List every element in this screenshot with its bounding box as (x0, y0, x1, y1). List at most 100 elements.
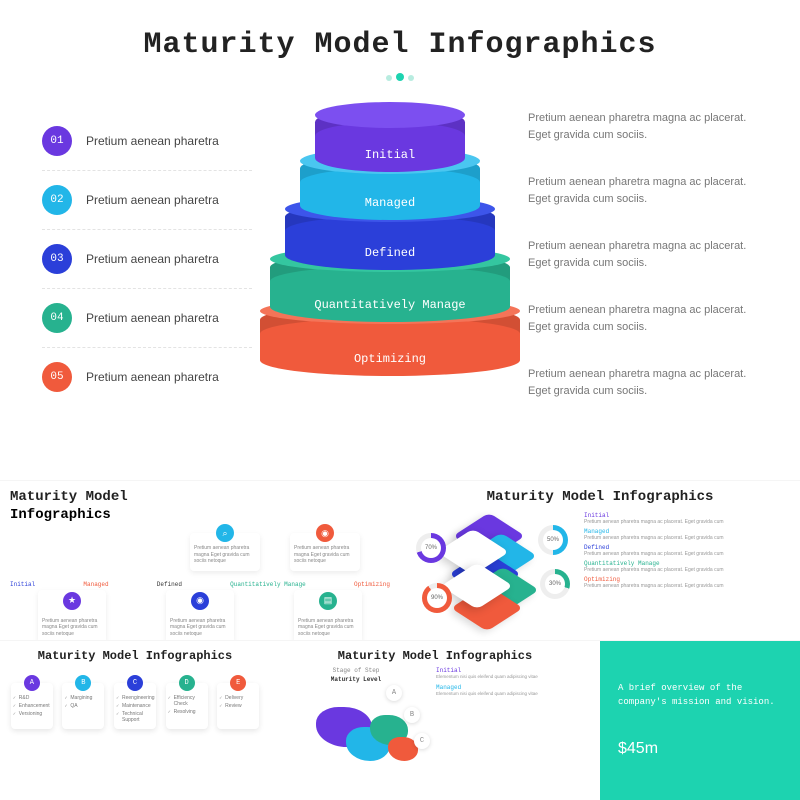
stack-layer-label: Quantitatively Manage (314, 298, 465, 312)
stage-name: Defined (584, 544, 792, 551)
description-text: Pretium aenean pharetra magna ac placera… (528, 174, 758, 208)
stage-label: Defined (157, 581, 182, 588)
col-item: Efficiency Check (168, 695, 206, 707)
col-item: Delivery (219, 695, 257, 701)
step-desc: Elementum nisi quis eleifend quam adipis… (436, 691, 594, 697)
thumbnail-columns: Maturity Model Infographics A R&D Enhancem… (0, 640, 270, 800)
column-badge: C (127, 675, 143, 691)
stage-label: Quantitatively Manage (230, 581, 306, 588)
thumbnail-row: Maturity Model Infographics ⌕ Pretium ae… (0, 480, 800, 800)
main-slide: Maturity Model Infographics 01 Pretium a… (0, 0, 800, 480)
doc-icon: ▤ (319, 592, 337, 610)
column-card: DEfficiency CheckResolving (166, 683, 208, 729)
columns: AR&DEnhancementVersioningBMarginingQACRe… (0, 679, 270, 733)
col-item: Technical Support (116, 711, 154, 723)
column-card: EDeliveryReview (217, 683, 259, 729)
step-label: Pretium aenean pharetra (86, 193, 219, 207)
column-badge: B (75, 675, 91, 691)
step-label: Pretium aenean pharetra (86, 134, 219, 148)
progress-ring: 50% (538, 525, 568, 555)
step-number-badge: 01 (42, 126, 72, 156)
description-text: Pretium aenean pharetra magna ac placera… (528, 302, 758, 336)
thumbnail-steps: Maturity Model Infographics Stage of Ste… (270, 640, 600, 800)
step-number-badge: 02 (42, 185, 72, 215)
maturity-level-label: Maturity Level (276, 676, 436, 683)
globe-icon: ◉ (316, 524, 334, 542)
stack-layer-label: Managed (365, 196, 415, 210)
step-name: Managed (436, 684, 594, 691)
mission-text: A brief overview of the company's missio… (618, 681, 782, 710)
col-item: Reengineering (116, 695, 154, 701)
cylinder-stack: Initial Managed Defined Quantitatively M… (260, 108, 520, 376)
col-item: R&D (13, 695, 51, 701)
step-label: Pretium aenean pharetra (86, 311, 219, 325)
step-list: InitialElementum nisi quis eleifend quam… (436, 667, 594, 777)
column-card: AR&DEnhancementVersioning (11, 683, 53, 729)
card-text: Pretium aenean pharetra magna Eget gravi… (42, 618, 102, 638)
stage-name: Initial (584, 512, 792, 519)
info-card: ⌕ Pretium aenean pharetra magna Eget gra… (190, 533, 260, 571)
stage-label: Managed (83, 581, 108, 588)
step-label: Pretium aenean pharetra (86, 370, 219, 384)
description-text: Pretium aenean pharetra magna ac placera… (528, 110, 758, 144)
col-item: Versioning (13, 711, 51, 717)
col-item: QA (64, 703, 102, 709)
step-circle: A (386, 685, 402, 701)
page-title: Maturity Model Infographics (10, 28, 790, 62)
column-badge: E (230, 675, 246, 691)
step-circle: B (404, 707, 420, 723)
thumb-body: Stage of Step Maturity Level ABC Initial… (270, 665, 600, 779)
stage-name: Quantitatively Manage (584, 560, 792, 567)
info-card: ◉ Pretium aenean pharetra magna Eget gra… (290, 533, 360, 571)
step-number-badge: 04 (42, 303, 72, 333)
list-item: 02 Pretium aenean pharetra (42, 171, 252, 230)
figure-value: $45m (618, 740, 782, 758)
top-card-row: ⌕ Pretium aenean pharetra magna Eget gra… (0, 533, 400, 571)
thumbnail-title: Maturity Model Infographics (270, 641, 600, 665)
stage-of-step-label: Stage of Step (276, 667, 436, 674)
list-item: 01 Pretium aenean pharetra (42, 112, 252, 171)
column-card: CReengineeringMaintenanceTechnical Suppo… (114, 683, 156, 729)
progress-ring: 70% (416, 533, 446, 563)
stack-layer-label: Initial (365, 148, 415, 162)
globe-icon: ◉ (191, 592, 209, 610)
description-text: Pretium aenean pharetra magna ac placera… (528, 238, 758, 272)
description-list: Pretium aenean pharetra magna ac placera… (528, 110, 758, 430)
stage-labels: Initial Managed Defined Quantitatively M… (0, 581, 400, 588)
info-card: ▤ Pretium aenean pharetra magna Eget gra… (294, 590, 362, 641)
blob-diagram: Stage of Step Maturity Level ABC (276, 667, 436, 777)
star-icon: ★ (63, 592, 81, 610)
info-card: ◉ Pretium aenean pharetra magna Eget gra… (166, 590, 234, 641)
numbered-list: 01 Pretium aenean pharetra 02 Pretium ae… (42, 112, 252, 406)
card-text: Pretium aenean pharetra magna Eget gravi… (170, 618, 230, 638)
step-number-badge: 05 (42, 362, 72, 392)
stage-desc: Pretium aenean pharetra magna ac placera… (584, 535, 792, 541)
list-item: 03 Pretium aenean pharetra (42, 230, 252, 289)
col-item: Margining (64, 695, 102, 701)
progress-ring: 90% (422, 583, 452, 613)
stage-list: Initial Pretium aenean pharetra magna ac … (578, 509, 792, 629)
list-item: 04 Pretium aenean pharetra (42, 289, 252, 348)
column-badge: D (179, 675, 195, 691)
thumbnail-process: Maturity Model Infographics ⌕ Pretium ae… (0, 480, 400, 640)
thumbnail-subtitle: Infographics (0, 507, 400, 523)
stage-label: Initial (10, 581, 35, 588)
main-content: 01 Pretium aenean pharetra 02 Pretium ae… (10, 108, 790, 430)
stage-name: Managed (584, 528, 792, 535)
step-name: Initial (436, 667, 594, 674)
col-item: Resolving (168, 709, 206, 715)
thumbnail-title: Maturity Model Infographics (0, 641, 270, 665)
step-desc: Elementum nisi quis eleifend quam adipis… (436, 674, 594, 680)
column-badge: A (24, 675, 40, 691)
thumbnail-title: Maturity Model Infographics (400, 481, 800, 507)
thumbnail-isometric: Maturity Model Infographics 70%50%30%90%… (400, 480, 800, 640)
card-text: Pretium aenean pharetra magna Eget gravi… (194, 545, 256, 565)
step-label: Pretium aenean pharetra (86, 252, 219, 266)
stage-name: Optimizing (584, 576, 792, 583)
search-icon: ⌕ (216, 524, 234, 542)
col-item: Review (219, 703, 257, 709)
step-circle: C (414, 733, 430, 749)
list-item: 05 Pretium aenean pharetra (42, 348, 252, 406)
col-item: Enhancement (13, 703, 51, 709)
info-card: ★ Pretium aenean pharetra magna Eget gra… (38, 590, 106, 641)
